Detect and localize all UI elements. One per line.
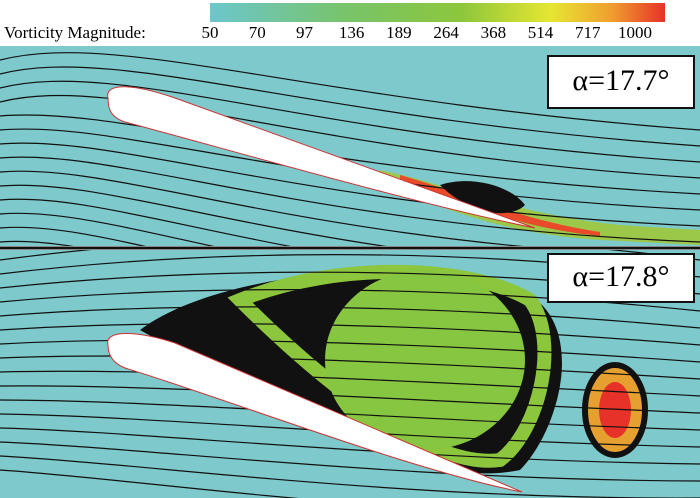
colorbar-title: Vorticity Magnitude: xyxy=(4,23,146,42)
streamline xyxy=(0,441,700,482)
colorbar-tick-label: 136 xyxy=(339,23,365,42)
streamline xyxy=(0,370,700,397)
colorbar-tick-label: 717 xyxy=(575,23,601,42)
label-box xyxy=(547,55,695,109)
wake xyxy=(380,170,700,245)
airfoil xyxy=(107,86,536,229)
streamline xyxy=(0,128,700,211)
streamline xyxy=(0,469,300,498)
panel-label: α=17.7° xyxy=(572,64,669,97)
colorbar xyxy=(210,3,665,22)
streamline xyxy=(0,198,292,246)
colorbar-tick-label: 368 xyxy=(481,23,507,42)
vortex-core xyxy=(325,270,525,450)
streamline xyxy=(0,323,700,346)
streamline xyxy=(0,184,388,246)
colorbar-ticks: 50 70 97 136 189 264 368 514 717 1000 xyxy=(202,23,653,42)
streamline xyxy=(0,339,700,363)
streamline xyxy=(0,156,700,243)
panel-label: α=17.8° xyxy=(572,260,669,293)
streamline xyxy=(0,455,700,498)
streamline xyxy=(0,306,700,329)
streamline xyxy=(0,142,700,227)
streamline xyxy=(0,355,700,380)
streamline xyxy=(0,170,524,246)
label-box xyxy=(547,253,695,303)
streamline xyxy=(0,250,700,261)
airfoil xyxy=(107,333,523,493)
streamline xyxy=(0,52,700,131)
colorbar-tick-label: 50 xyxy=(202,23,219,42)
colorbar-tick-label: 1000 xyxy=(618,23,652,42)
streamline xyxy=(0,413,700,448)
streamline xyxy=(0,427,700,465)
streamline xyxy=(0,80,700,163)
colorbar-tick-label: 264 xyxy=(433,23,459,42)
vortex xyxy=(440,181,525,214)
wake-core xyxy=(400,175,600,236)
shed-vortex-core xyxy=(599,382,631,438)
colorbar-tick-label: 189 xyxy=(386,23,412,42)
streamline xyxy=(0,212,215,246)
streamline xyxy=(0,94,700,179)
streamline xyxy=(0,240,74,246)
colorbar-tick-label: 70 xyxy=(249,23,266,42)
colorbar-tick-label: 97 xyxy=(296,23,314,42)
streamline xyxy=(0,66,700,147)
colorbar-tick-label: 514 xyxy=(528,23,554,42)
streamline xyxy=(0,226,147,246)
